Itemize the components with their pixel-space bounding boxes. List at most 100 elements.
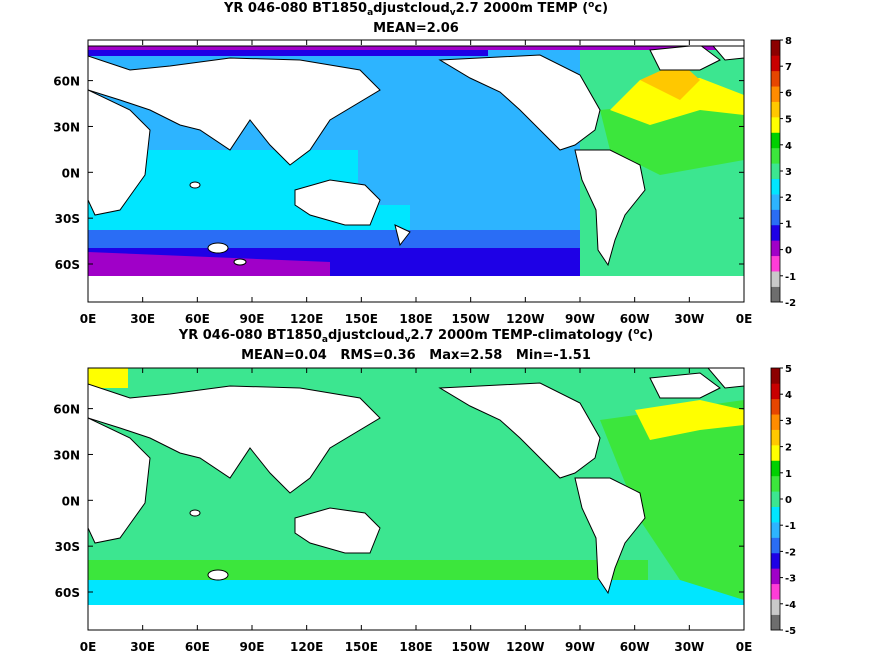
colorbar-tick-label: -1	[785, 521, 796, 532]
lon-tick-label: 150W	[452, 640, 490, 654]
colorbar-tick-label: 0	[785, 495, 792, 506]
colorbar-segment	[771, 194, 780, 210]
colorbar-tick-label: 7	[785, 62, 792, 73]
colorbar-tick-label: 8	[785, 36, 792, 47]
colorbar-segment	[771, 599, 780, 615]
colorbar-tick-label: 1	[785, 469, 792, 480]
colorbar-segment	[771, 568, 780, 585]
lon-tick-label: 150E	[345, 312, 378, 326]
colorbar-segment	[771, 40, 780, 56]
colorbar-segment	[771, 70, 780, 87]
top-panel-mean: MEAN=2.06	[373, 21, 459, 36]
colorbar-segment	[771, 132, 780, 149]
lon-tick-label: 60W	[620, 312, 650, 326]
colorbar-tick-label: 5	[785, 115, 792, 126]
colorbar-segment	[771, 583, 780, 600]
colorbar-segment	[771, 552, 780, 569]
lat-tick-label: 0N	[62, 494, 80, 508]
colorbar-tick-label: 6	[785, 88, 792, 99]
colorbar-tick-label: 2	[785, 443, 792, 454]
lon-tick-label: 90W	[565, 312, 595, 326]
lon-tick-label: 60E	[185, 640, 210, 654]
lon-tick-label: 180E	[399, 312, 432, 326]
colorbar-segment	[771, 398, 780, 415]
lon-tick-label: 0E	[80, 640, 97, 654]
colorbar-tick-label: -1	[785, 272, 796, 283]
colorbar-segment	[771, 178, 780, 195]
colorbar-tick-label: -4	[785, 600, 796, 611]
lon-tick-label: 60E	[185, 312, 210, 326]
colorbar-segment	[771, 414, 780, 430]
colorbar-segment	[771, 163, 780, 180]
colorbar-segment	[771, 368, 780, 384]
lon-tick-label: 0E	[80, 312, 97, 326]
lon-tick-label: 90E	[240, 312, 265, 326]
colorbar-segment	[771, 475, 780, 492]
colorbar-segment	[771, 614, 780, 631]
colorbar-tick-label: 2	[785, 193, 792, 204]
top-southern-band	[88, 230, 648, 250]
lon-tick-label: 60W	[620, 640, 650, 654]
lon-tick-label: 0E	[736, 312, 753, 326]
lon-tick-label: 150W	[452, 312, 490, 326]
lon-tick-label: 120E	[290, 312, 323, 326]
colorbar-tick-label: -5	[785, 626, 796, 637]
colorbar-segment	[771, 537, 780, 554]
colorbar-segment	[771, 240, 780, 257]
colorbar-tick-label: 0	[785, 246, 792, 257]
colorbar-tick-label: 5	[785, 364, 792, 375]
lon-tick-label: 30W	[674, 640, 704, 654]
lon-tick-label: 30E	[130, 312, 155, 326]
lat-tick-label: 30S	[55, 540, 80, 554]
bottom-panel-stats: MEAN=0.04 RMS=0.36 Max=2.58 Min=-1.51	[241, 348, 591, 363]
colorbar-segment	[771, 255, 780, 272]
colorbar-segment	[771, 506, 780, 523]
lat-tick-label: 30S	[55, 212, 80, 226]
colorbar-segment	[771, 522, 780, 538]
lon-tick-label: 120W	[506, 312, 544, 326]
colorbar-segment	[771, 429, 780, 446]
colorbar-segment	[771, 117, 780, 133]
bottom-map	[88, 368, 744, 630]
colorbar-segment	[771, 445, 780, 461]
colorbar-tick-label: -2	[785, 547, 796, 558]
lon-tick-label: 30W	[674, 312, 704, 326]
lon-tick-label: 90W	[565, 640, 595, 654]
colorbar-segment	[771, 286, 780, 303]
lon-tick-label: 180E	[399, 640, 432, 654]
colorbar-segment	[771, 147, 780, 164]
colorbar-tick-label: 3	[785, 416, 792, 427]
lat-tick-label: 30N	[53, 448, 80, 462]
bottom-atlantic	[600, 400, 744, 600]
colorbar-segment	[771, 86, 780, 102]
lat-tick-label: 60S	[55, 258, 80, 272]
colorbar-segment	[771, 271, 780, 287]
lon-tick-label: 90E	[240, 640, 265, 654]
lat-tick-label: 0N	[62, 166, 80, 180]
colorbar-segment	[771, 55, 780, 72]
colorbar-segment	[771, 101, 780, 118]
lat-tick-label: 60N	[53, 75, 80, 89]
colorbar-tick-label: 1	[785, 219, 792, 230]
bottom-panel-title: YR 046-080 BT1850adjustcloudv2.7 2000m T…	[178, 327, 654, 345]
colorbar-tick-label: 4	[785, 390, 792, 401]
colorbar-segment	[771, 460, 780, 477]
colorbar-segment	[771, 209, 780, 226]
lon-tick-label: 0E	[736, 640, 753, 654]
lon-tick-label: 150E	[345, 640, 378, 654]
lat-tick-label: 60S	[55, 586, 80, 600]
bottom-land	[88, 368, 744, 595]
colorbar-segment	[771, 224, 780, 241]
colorbar-tick-label: 4	[785, 141, 792, 152]
colorbar-segment	[771, 383, 780, 400]
lon-tick-label: 120W	[506, 640, 544, 654]
top-map	[88, 40, 744, 302]
colorbar-tick-label: 3	[785, 167, 792, 178]
lat-tick-label: 30N	[53, 120, 80, 134]
lat-tick-label: 60N	[53, 403, 80, 417]
colorbar-tick-label: -3	[785, 574, 796, 585]
lon-tick-label: 120E	[290, 640, 323, 654]
colorbar-tick-label: -2	[785, 298, 796, 309]
top-panel-title: YR 046-080 BT1850adjustcloudv2.7 2000m T…	[223, 0, 609, 18]
